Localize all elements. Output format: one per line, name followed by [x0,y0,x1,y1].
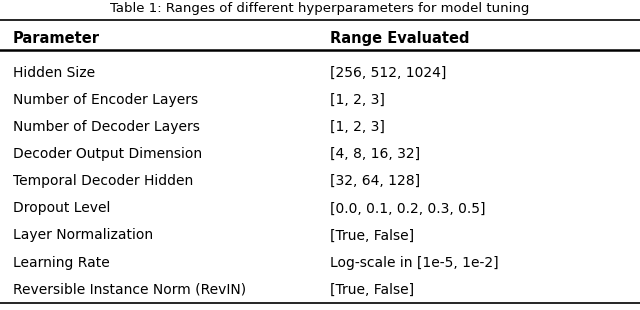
Text: Learning Rate: Learning Rate [13,255,109,270]
Text: [32, 64, 128]: [32, 64, 128] [330,174,420,188]
Text: Temporal Decoder Hidden: Temporal Decoder Hidden [13,174,193,188]
Text: Layer Normalization: Layer Normalization [13,228,153,242]
Text: [1, 2, 3]: [1, 2, 3] [330,120,385,134]
Text: [True, False]: [True, False] [330,228,413,242]
Text: [1, 2, 3]: [1, 2, 3] [330,93,385,107]
Text: Number of Encoder Layers: Number of Encoder Layers [13,93,198,107]
Text: [0.0, 0.1, 0.2, 0.3, 0.5]: [0.0, 0.1, 0.2, 0.3, 0.5] [330,202,485,215]
Text: [256, 512, 1024]: [256, 512, 1024] [330,66,446,80]
Text: Decoder Output Dimension: Decoder Output Dimension [13,147,202,161]
Text: Reversible Instance Norm (RevIN): Reversible Instance Norm (RevIN) [13,283,246,297]
Text: Log-scale in [1e-5, 1e-2]: Log-scale in [1e-5, 1e-2] [330,255,498,270]
Text: Dropout Level: Dropout Level [13,202,110,215]
Text: Range Evaluated: Range Evaluated [330,31,469,46]
Text: [True, False]: [True, False] [330,283,413,297]
Text: Number of Decoder Layers: Number of Decoder Layers [13,120,200,134]
Text: Parameter: Parameter [13,31,100,46]
Text: Table 1: Ranges of different hyperparameters for model tuning: Table 1: Ranges of different hyperparame… [110,2,530,15]
Text: Hidden Size: Hidden Size [13,66,95,80]
Text: [4, 8, 16, 32]: [4, 8, 16, 32] [330,147,420,161]
